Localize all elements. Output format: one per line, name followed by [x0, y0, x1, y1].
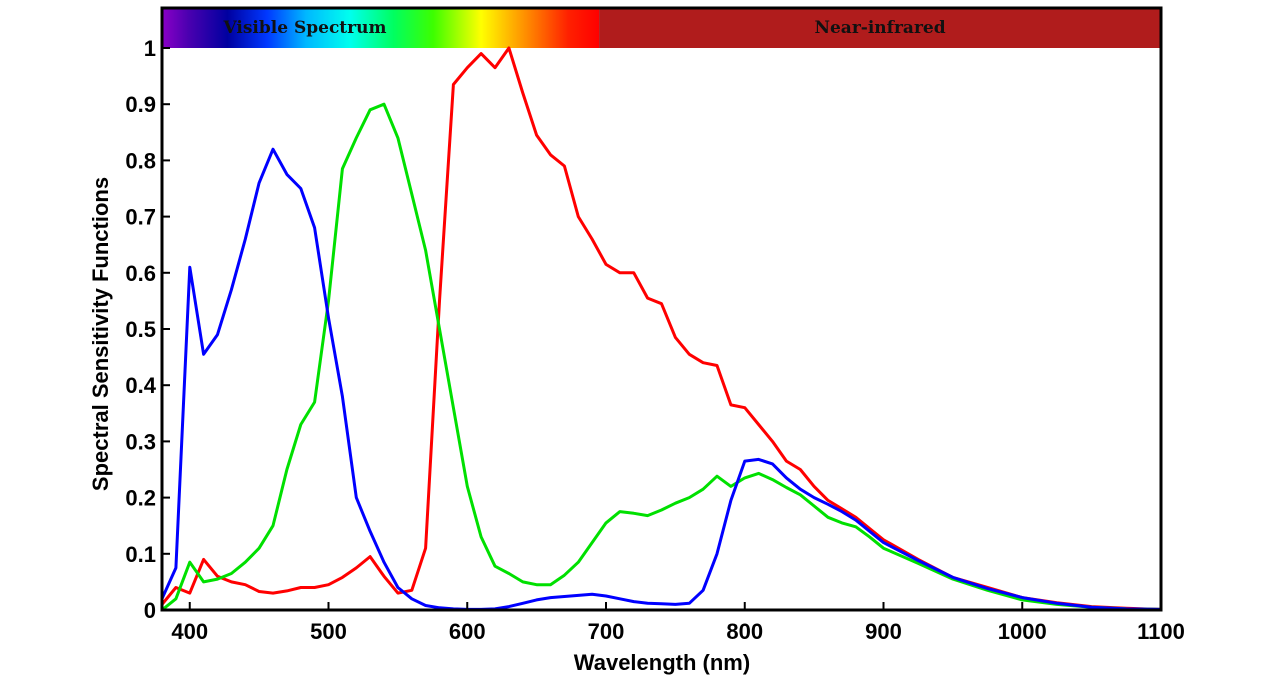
x-tick-label: 600: [449, 619, 486, 644]
y-tick-label: 0.6: [125, 261, 156, 286]
x-tick-label: 400: [171, 619, 208, 644]
y-tick-label: 1: [144, 36, 156, 61]
y-tick-label: 0.4: [125, 373, 156, 398]
y-tick-label: 0.2: [125, 486, 156, 511]
x-tick-label: 700: [588, 619, 625, 644]
y-axis-title: Spectral Sensitivity Functions: [88, 177, 113, 491]
y-axis-ticks: 0 0.1 0.2 0.3 0.4 0.5 0.6 0.7 0.8 0.9 1: [125, 36, 170, 623]
near-infrared-band: [599, 8, 1161, 48]
x-tick-label: 800: [726, 619, 763, 644]
series-layer: [162, 46, 1161, 610]
green-sensitivity-line: [162, 102, 1161, 610]
visible-spectrum-label: Visible Spectrum: [223, 18, 387, 38]
y-tick-label: 0.8: [125, 148, 156, 173]
visible-spectrum-band: [162, 8, 600, 48]
y-tick-label: 0.9: [125, 92, 156, 117]
x-axis-ticks: 400 500 600 700 800 900 1000 1100: [171, 602, 1185, 644]
y-tick-label: 0.5: [125, 317, 156, 342]
x-tick-label: 1000: [998, 619, 1047, 644]
y-tick-label: 0.7: [125, 205, 156, 230]
x-tick-label: 900: [865, 619, 902, 644]
y-tick-label: 0.1: [125, 542, 156, 567]
x-tick-label: 1100: [1137, 619, 1185, 644]
plot-frame: [160, 6, 1163, 612]
x-axis-title: Wavelength (nm): [574, 650, 750, 675]
red-sensitivity-line: [162, 46, 1161, 610]
near-infrared-label: Near-infrared: [814, 18, 945, 38]
y-tick-label: 0: [144, 598, 156, 623]
blue-sensitivity-line: [162, 147, 1161, 610]
spectrum-band-layer: Visible Spectrum Near-infrared: [162, 8, 1161, 48]
x-tick-label: 500: [310, 619, 347, 644]
y-tick-label: 0.3: [125, 429, 156, 454]
